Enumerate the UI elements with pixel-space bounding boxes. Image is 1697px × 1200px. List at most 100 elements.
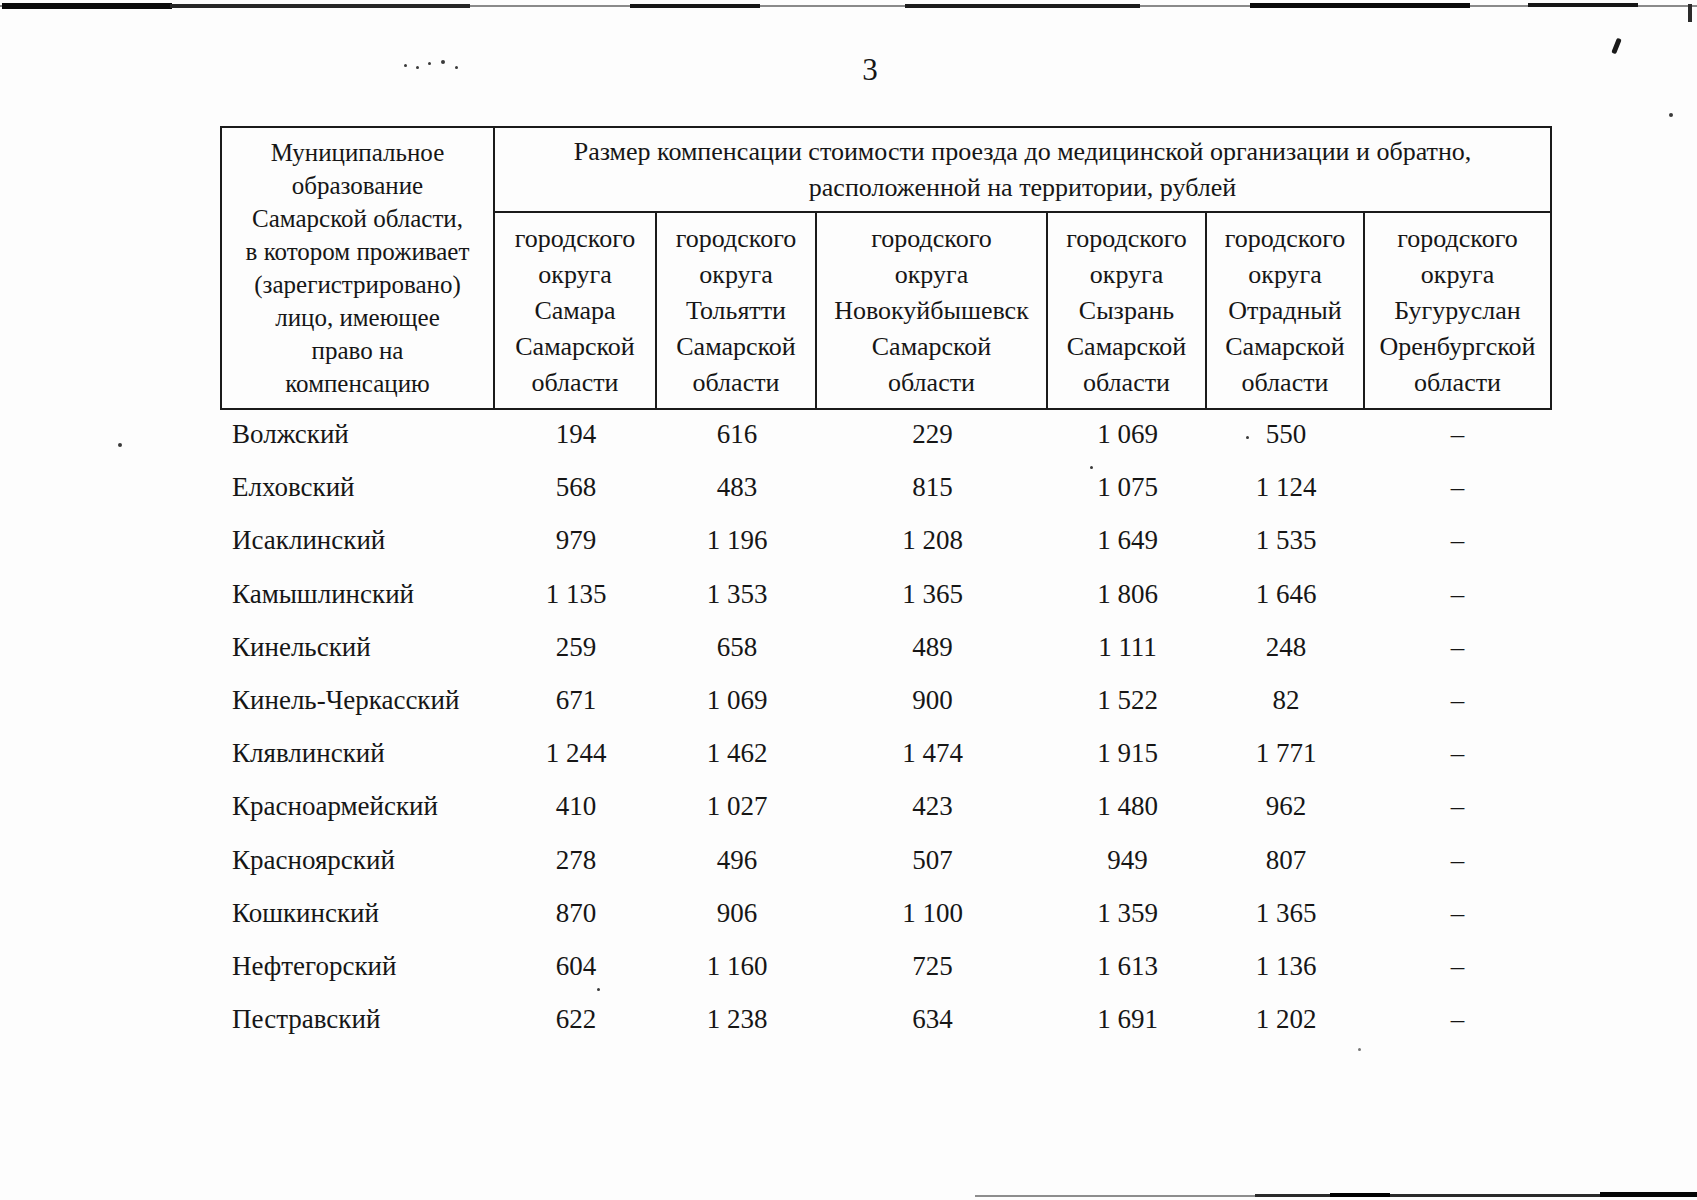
column-header-otradny: городского округа Отрадный Самарской обл… bbox=[1207, 213, 1365, 408]
table-row: Нефтегорский6041 1607251 6131 136– bbox=[222, 940, 1550, 993]
row-compensation-value: 1 462 bbox=[657, 738, 817, 769]
row-compensation-value: – bbox=[1365, 898, 1550, 929]
row-compensation-value: 1 646 bbox=[1207, 579, 1365, 610]
table-row: Кинельский2596584891 111248– bbox=[222, 621, 1550, 674]
row-compensation-value: 962 bbox=[1207, 791, 1365, 822]
row-compensation-value: 900 bbox=[817, 685, 1048, 716]
table-row: Камышлинский1 1351 3531 3651 8061 646– bbox=[222, 568, 1550, 621]
row-compensation-value: 1 069 bbox=[657, 685, 817, 716]
table-row: Красноармейский4101 0274231 480962– bbox=[222, 780, 1550, 833]
row-compensation-value: 194 bbox=[495, 419, 657, 450]
column-header-novokuybyshevsk: городского округа Новокуйбышевск Самарск… bbox=[817, 213, 1048, 408]
table-row: Елховский5684838151 0751 124– bbox=[222, 461, 1550, 514]
row-compensation-value: – bbox=[1365, 632, 1550, 663]
row-compensation-value: 1 649 bbox=[1048, 525, 1207, 556]
row-municipality-name: Елховский bbox=[222, 472, 495, 503]
row-compensation-value: 229 bbox=[817, 419, 1048, 450]
row-compensation-value: 1 136 bbox=[1207, 951, 1365, 982]
scan-artifact-speck bbox=[455, 66, 458, 69]
row-compensation-value: 1 124 bbox=[1207, 472, 1365, 503]
scan-artifact-speck bbox=[441, 60, 445, 64]
row-compensation-value: 1 202 bbox=[1207, 1004, 1365, 1035]
table-row: Пестравский6221 2386341 6911 202– bbox=[222, 993, 1550, 1046]
row-compensation-value: 1 196 bbox=[657, 525, 817, 556]
row-compensation-value: 507 bbox=[817, 845, 1048, 876]
table-row: Кошкинский8709061 1001 3591 365– bbox=[222, 887, 1550, 940]
row-compensation-value: 949 bbox=[1048, 845, 1207, 876]
row-compensation-value: 1 111 bbox=[1048, 632, 1207, 663]
row-municipality-name: Красноармейский bbox=[222, 791, 495, 822]
scan-artifact-speck bbox=[118, 443, 122, 447]
row-compensation-value: 658 bbox=[657, 632, 817, 663]
row-municipality-name: Кошкинский bbox=[222, 898, 495, 929]
row-compensation-value: 979 bbox=[495, 525, 657, 556]
compensation-table-body: Волжский1946162291 069550–Елховский56848… bbox=[222, 408, 1550, 1046]
row-compensation-value: 1 359 bbox=[1048, 898, 1207, 929]
table-row: Красноярский278496507949807– bbox=[222, 834, 1550, 887]
row-compensation-value: 550 bbox=[1207, 419, 1365, 450]
page-number: 3 bbox=[800, 52, 940, 88]
scan-artifact-speck bbox=[428, 62, 431, 65]
scan-artifact-bottom-segment bbox=[1330, 1193, 1390, 1197]
row-compensation-value: 1 027 bbox=[657, 791, 817, 822]
row-compensation-value: 1 100 bbox=[817, 898, 1048, 929]
document-page: 3 Муниципальное образование Самарской об… bbox=[0, 0, 1697, 1200]
row-compensation-value: 248 bbox=[1207, 632, 1365, 663]
row-compensation-value: 616 bbox=[657, 419, 817, 450]
scan-artifact-top-segment bbox=[2, 3, 172, 9]
row-municipality-name: Красноярский bbox=[222, 845, 495, 876]
row-compensation-value: 1 474 bbox=[817, 738, 1048, 769]
column-header-tolyatti: городского округа Тольятти Самарской обл… bbox=[657, 213, 817, 408]
compensation-table-header: Муниципальное образование Самарской обла… bbox=[220, 126, 1552, 410]
row-compensation-value: – bbox=[1365, 472, 1550, 503]
row-compensation-value: 1 160 bbox=[657, 951, 817, 982]
row-compensation-value: 1 691 bbox=[1048, 1004, 1207, 1035]
row-compensation-value: 622 bbox=[495, 1004, 657, 1035]
row-compensation-value: 423 bbox=[817, 791, 1048, 822]
row-municipality-name: Кинель-Черкасский bbox=[222, 685, 495, 716]
row-compensation-value: – bbox=[1365, 791, 1550, 822]
row-compensation-value: – bbox=[1365, 845, 1550, 876]
row-compensation-value: 906 bbox=[657, 898, 817, 929]
row-compensation-value: 815 bbox=[817, 472, 1048, 503]
scan-artifact-speck bbox=[404, 64, 407, 67]
row-compensation-value: 259 bbox=[495, 632, 657, 663]
row-compensation-value: – bbox=[1365, 1004, 1550, 1035]
row-municipality-name: Клявлинский bbox=[222, 738, 495, 769]
row-municipality-name: Пестравский bbox=[222, 1004, 495, 1035]
row-compensation-value: 1 535 bbox=[1207, 525, 1365, 556]
row-compensation-value: 278 bbox=[495, 845, 657, 876]
scan-artifact-top-segment bbox=[170, 4, 470, 8]
row-compensation-value: 1 075 bbox=[1048, 472, 1207, 503]
row-compensation-value: 1 613 bbox=[1048, 951, 1207, 982]
row-compensation-value: 1 244 bbox=[495, 738, 657, 769]
column-header-syzran: городского округа Сызрань Самарской обла… bbox=[1048, 213, 1207, 408]
scan-artifact-top-segment bbox=[1528, 3, 1638, 7]
row-compensation-value: – bbox=[1365, 525, 1550, 556]
table-row: Клявлинский1 2441 4621 4741 9151 771– bbox=[222, 727, 1550, 780]
scan-artifact-speck bbox=[1669, 113, 1673, 117]
row-compensation-value: 1 353 bbox=[657, 579, 817, 610]
row-compensation-value: 1 915 bbox=[1048, 738, 1207, 769]
scan-artifact-top-segment bbox=[905, 4, 1140, 8]
column-header-buguruslan: городского округа Бугуруслан Оренбургско… bbox=[1365, 213, 1550, 408]
row-municipality-name: Кинельский bbox=[222, 632, 495, 663]
row-compensation-value: 1 771 bbox=[1207, 738, 1365, 769]
row-compensation-value: 1 208 bbox=[817, 525, 1048, 556]
row-compensation-value: 410 bbox=[495, 791, 657, 822]
row-compensation-value: 634 bbox=[817, 1004, 1048, 1035]
scan-artifact-top-segment bbox=[1250, 3, 1470, 8]
row-municipality-name: Волжский bbox=[222, 419, 495, 450]
row-compensation-value: 82 bbox=[1207, 685, 1365, 716]
row-compensation-value: 1 522 bbox=[1048, 685, 1207, 716]
row-municipality-name: Исаклинский bbox=[222, 525, 495, 556]
scan-artifact-top-segment bbox=[630, 4, 760, 8]
row-compensation-value: 807 bbox=[1207, 845, 1365, 876]
row-compensation-value: 870 bbox=[495, 898, 657, 929]
row-compensation-value: 1 806 bbox=[1048, 579, 1207, 610]
row-compensation-value: 671 bbox=[495, 685, 657, 716]
scan-artifact-bottom-segment bbox=[1600, 1192, 1697, 1197]
row-compensation-value: 1 365 bbox=[817, 579, 1048, 610]
row-compensation-value: 1 365 bbox=[1207, 898, 1365, 929]
table-row: Исаклинский9791 1961 2081 6491 535– bbox=[222, 514, 1550, 567]
